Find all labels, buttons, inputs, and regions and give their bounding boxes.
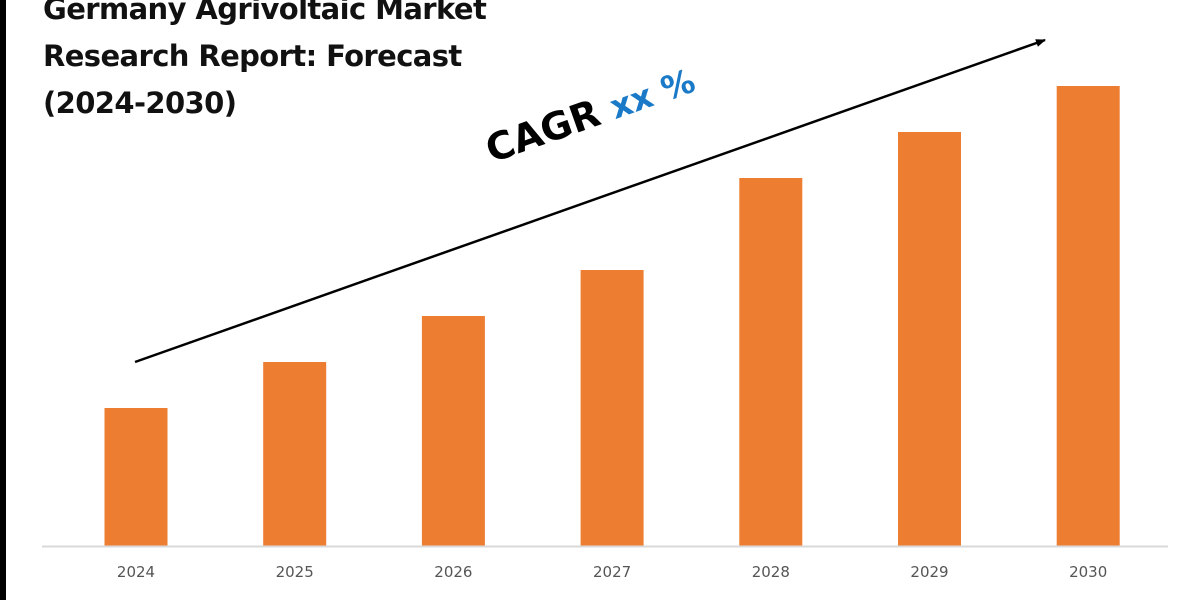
bar-2026 [421, 316, 485, 546]
left-border [0, 0, 6, 600]
x-tick-label: 2026 [434, 563, 472, 581]
trend-arrow [134, 38, 1046, 364]
chart-title: Germany Agrivoltaic Market Research Repo… [43, 0, 487, 127]
x-tick-label: 2024 [117, 563, 155, 581]
x-tick-label: 2027 [593, 563, 631, 581]
bar-2027 [580, 270, 644, 546]
x-tick-label: 2030 [1069, 563, 1107, 581]
bar-2028 [739, 178, 803, 546]
x-tick-label: 2029 [910, 563, 948, 581]
title-line-2: Research Report: Forecast [43, 39, 462, 73]
title-line-1: Germany Agrivoltaic Market [43, 0, 487, 26]
x-tick-label: 2028 [752, 563, 790, 581]
bar-2030 [1056, 86, 1120, 546]
x-tick-label: 2025 [276, 563, 314, 581]
bar-2025 [263, 362, 327, 546]
title-line-3: (2024-2030) [43, 86, 237, 120]
bar-2029 [898, 132, 961, 546]
bar-2024 [104, 408, 168, 546]
